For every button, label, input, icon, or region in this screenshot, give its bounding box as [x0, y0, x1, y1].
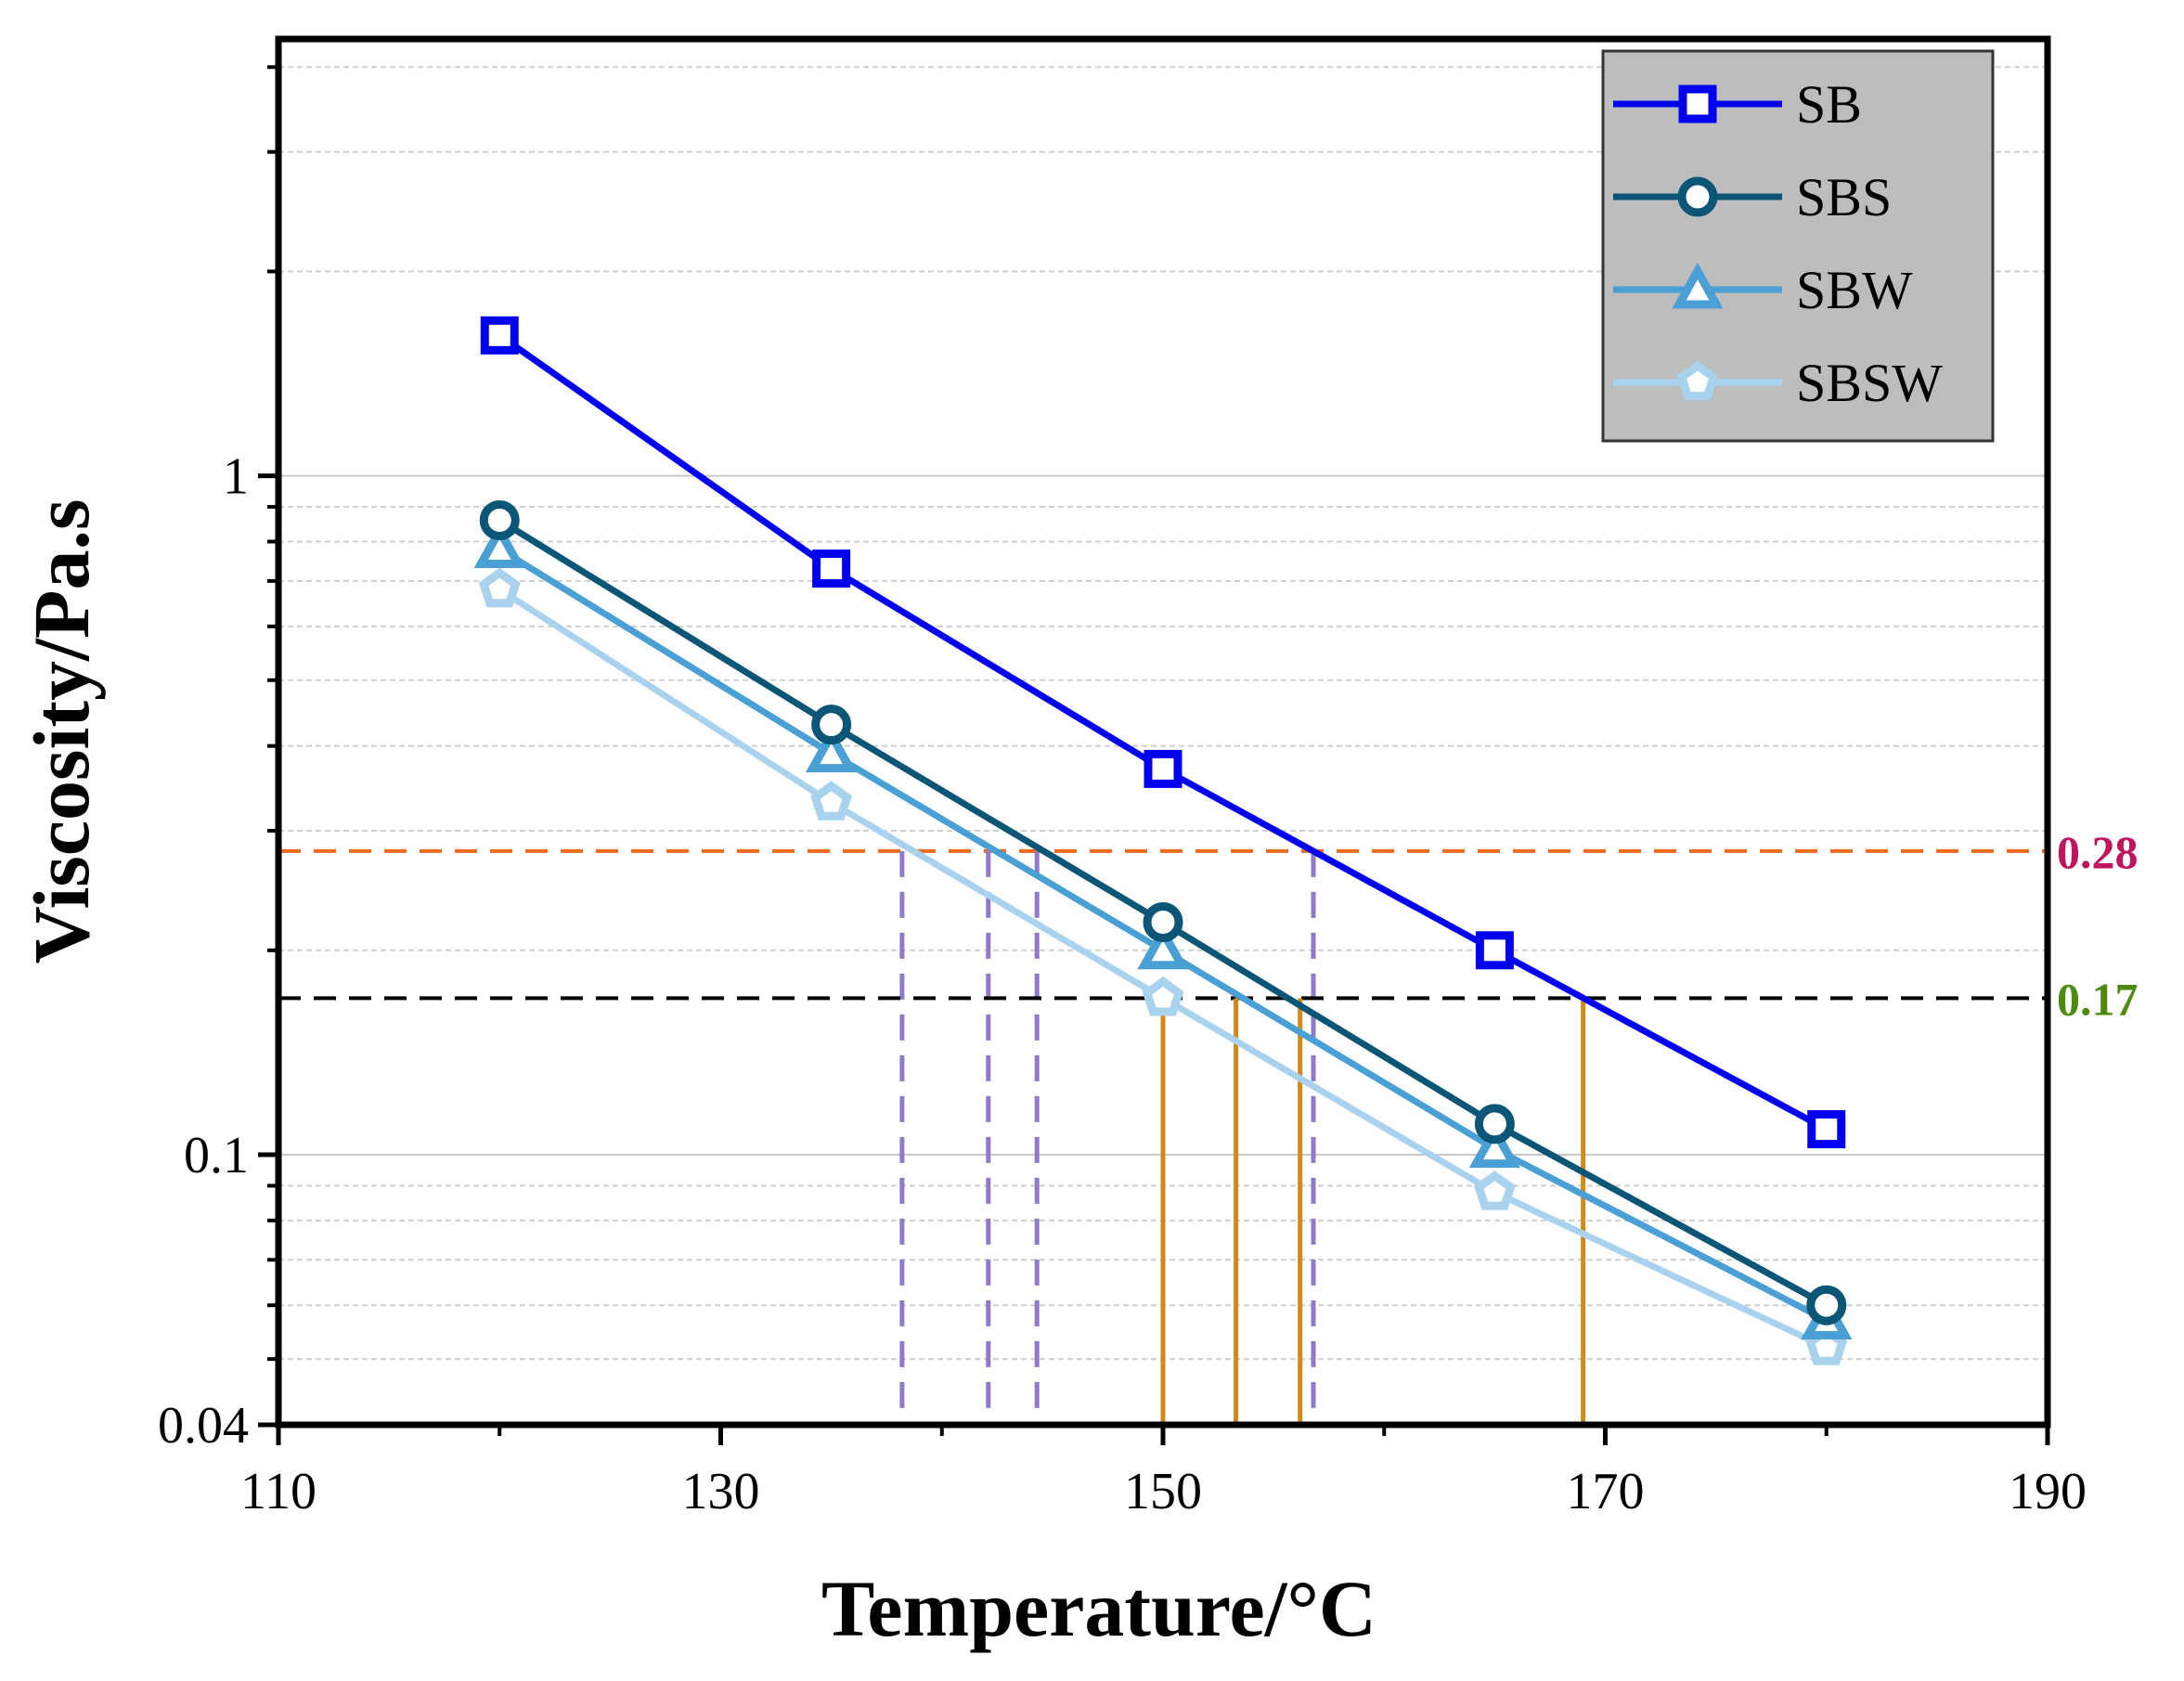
y-tick-label: 1 [223, 448, 249, 506]
series-sbsw [478, 567, 1848, 1365]
x-axis-title: Temperature/°C [821, 1564, 1376, 1653]
legend-label: SBS [1796, 167, 1892, 227]
circle-marker [479, 500, 520, 541]
legend-label: SBW [1796, 260, 1913, 320]
pentagon-marker [810, 781, 852, 821]
square-marker [1475, 931, 1514, 970]
circle-marker [1806, 1285, 1847, 1325]
circle-marker [1474, 1104, 1515, 1144]
y-axis-title: Viscosity/Pa.s [17, 499, 106, 964]
legend-label: SB [1796, 74, 1862, 135]
pentagon-marker [478, 567, 521, 608]
triangle-marker [473, 522, 525, 569]
legend-box [1601, 49, 1995, 443]
reference-label: 0.28 [2057, 826, 2139, 878]
triangle-marker [805, 726, 858, 773]
series-sbs [479, 500, 1847, 1325]
x-tick-label: 150 [1124, 1463, 1202, 1520]
pentagon-marker [1474, 1170, 1516, 1210]
circle-marker [1677, 176, 1718, 217]
reference-label: 0.17 [2057, 973, 2139, 1025]
x-tick-label: 170 [1567, 1463, 1645, 1520]
reference-labels: 0.28 0.17 [2057, 826, 2139, 1025]
circle-marker [811, 705, 852, 745]
circle-marker [1143, 902, 1183, 943]
legend: SB SBS SBW SBSW [1601, 49, 1995, 443]
triangle-marker [1672, 262, 1724, 309]
legend-label: SBSW [1796, 353, 1943, 413]
x-tick-label: 130 [682, 1463, 760, 1520]
triangle-marker [1468, 1121, 1521, 1169]
square-marker [480, 316, 519, 355]
y-tick-label: 0.04 [158, 1397, 249, 1455]
square-marker [1678, 84, 1717, 123]
square-marker [1807, 1110, 1846, 1149]
pentagon-marker [1142, 976, 1184, 1016]
square-marker [1144, 749, 1182, 788]
data-series [473, 316, 1853, 1365]
x-tick-label: 190 [2009, 1463, 2087, 1520]
series-sb [480, 316, 1846, 1149]
y-tick-label: 0.1 [184, 1127, 249, 1184]
axis-ticks: 110 130 150 170 190 0.04 0.1 1 [158, 65, 2087, 1520]
pentagon-marker [1676, 360, 1719, 401]
x-tick-label: 110 [240, 1463, 317, 1520]
triangle-marker [1137, 923, 1189, 970]
square-marker [812, 550, 851, 588]
